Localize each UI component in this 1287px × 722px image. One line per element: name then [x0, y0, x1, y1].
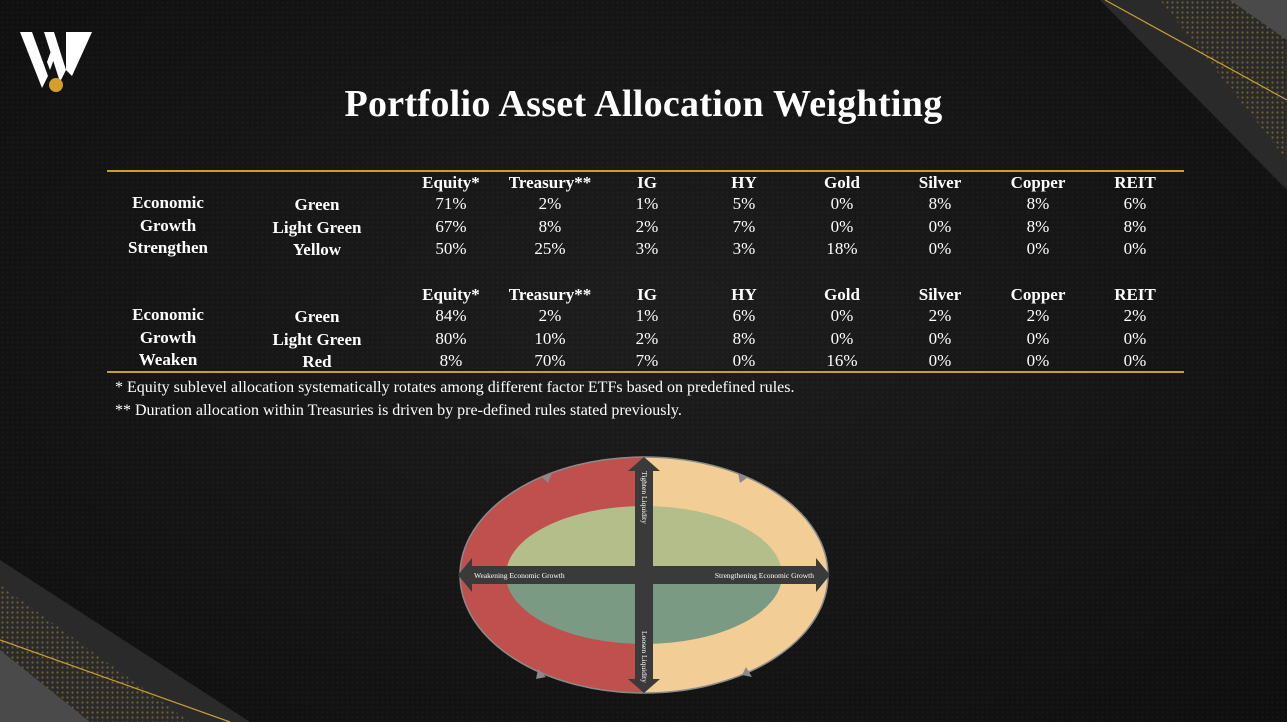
signal-label: Yellow [292, 240, 342, 259]
ring-arrow-topleft [542, 473, 552, 483]
allocation-cell: 8% [1026, 216, 1050, 236]
column-header: Treasury** [508, 285, 592, 304]
page-title: Portfolio Asset Allocation Weighting [344, 83, 943, 125]
signal-label: Green [294, 195, 340, 214]
growth-liquidity-diagram: Weakening Economic Growth Strengthening … [458, 456, 830, 694]
allocation-cell: 7% [635, 351, 659, 370]
column-header: Silver [918, 173, 962, 192]
allocation-cell: 0% [1123, 351, 1147, 370]
column-header: Copper [1010, 173, 1066, 192]
allocation-cell: 6% [732, 306, 756, 325]
column-header: HY [731, 285, 757, 304]
allocation-cell: 8% [439, 351, 463, 370]
allocation-cell: 84% [435, 306, 467, 325]
allocation-cell: 8% [732, 328, 756, 348]
allocation-cell: 8% [1026, 194, 1050, 213]
allocation-cell: 0% [1026, 328, 1050, 348]
allocation-cell: 2% [1026, 306, 1050, 325]
column-header: REIT [1114, 173, 1156, 192]
column-header: HY [731, 173, 757, 192]
allocation-cell: 0% [1026, 239, 1050, 258]
allocation-cell: 0% [830, 194, 854, 213]
table-top-rule [107, 170, 1184, 172]
column-header: IG [637, 285, 657, 304]
allocation-cell: 2% [1123, 306, 1147, 325]
column-header: Equity* [422, 285, 480, 304]
ring-arrow-bottomright [742, 667, 752, 677]
axis-arrow-right [816, 558, 830, 592]
allocation-cell: 7% [732, 216, 756, 236]
allocation-cell: 71% [435, 194, 467, 213]
signal-label: Light Green [272, 329, 362, 349]
allocation-cell: 3% [732, 239, 756, 258]
allocation-cell: 5% [732, 194, 756, 213]
bottom-left-corner-accent [0, 560, 250, 722]
top-right-corner-accent [1100, 0, 1287, 190]
axis-arrow-down [628, 679, 660, 693]
allocation-cell: 18% [826, 239, 858, 258]
allocation-cell: 2% [928, 306, 952, 325]
regime-label: Growth [139, 215, 197, 235]
footnote-treasury: ** Duration allocation within Treasuries… [115, 402, 682, 419]
allocation-cell: 0% [830, 328, 854, 348]
allocation-cell: 25% [534, 239, 566, 258]
regime-label: Economic [132, 305, 204, 324]
column-header: REIT [1114, 285, 1156, 304]
allocation-cell: 8% [1123, 216, 1147, 236]
regime-label: Economic [132, 193, 204, 212]
allocation-cell: 8% [928, 194, 952, 213]
column-header: Copper [1010, 285, 1066, 304]
axis-arrow-up [628, 457, 660, 471]
ring-arrow-bottomleft [536, 669, 546, 679]
column-header: Treasury** [508, 173, 592, 192]
regime-label: Growth [139, 327, 197, 347]
allocation-cell: 0% [1026, 351, 1050, 370]
table-bottom-rule [107, 371, 1184, 373]
allocation-cell: 2% [538, 306, 562, 325]
axis-arrow-left [458, 558, 472, 592]
allocation-cell: 10% [534, 328, 566, 348]
column-header: IG [637, 173, 657, 192]
column-header: Gold [824, 285, 860, 304]
signal-label: Light Green [272, 217, 362, 237]
allocation-cell: 50% [435, 239, 467, 258]
allocation-cell: 8% [538, 216, 562, 236]
allocation-cell: 0% [928, 216, 952, 236]
allocation-cell: 6% [1123, 194, 1147, 213]
strengthening-growth-label: Strengthening Economic Growth [715, 571, 814, 580]
signal-label: Green [294, 307, 340, 326]
allocation-cell: 2% [635, 216, 659, 236]
allocation-cell: 2% [538, 194, 562, 213]
column-header: Gold [824, 173, 860, 192]
footnote-equity: * Equity sublevel allocation systematica… [115, 379, 795, 396]
column-header: Silver [918, 285, 962, 304]
column-header: Equity* [422, 173, 480, 192]
tighten-liquidity-label: Tighten Liquidity [640, 471, 649, 524]
allocation-cell: 1% [635, 194, 659, 213]
allocation-cell: 0% [732, 351, 756, 370]
allocation-cell: 67% [435, 216, 467, 236]
allocation-cell: 0% [830, 306, 854, 325]
regime-label: Weaken [138, 350, 198, 369]
allocation-cell: 1% [635, 306, 659, 325]
allocation-cell: 0% [1123, 239, 1147, 258]
loosen-liquidity-label: Loosen Liquidity [640, 631, 649, 683]
regime-label: Strengthen [128, 238, 208, 257]
allocation-cell: 3% [635, 239, 659, 258]
allocation-cell: 16% [826, 351, 858, 370]
allocation-cell: 0% [928, 351, 952, 370]
allocation-cell: 0% [928, 328, 952, 348]
allocation-cell: 0% [1123, 328, 1147, 348]
horizontal-axis-bar [470, 566, 818, 584]
ring-arrow-topright [738, 473, 748, 483]
weakening-growth-label: Weakening Economic Growth [474, 571, 565, 580]
allocation-cell: 70% [534, 351, 566, 370]
signal-label: Red [302, 352, 332, 371]
allocation-cell: 0% [830, 216, 854, 236]
allocation-cell: 0% [928, 239, 952, 258]
allocation-cell: 80% [435, 328, 467, 348]
allocation-cell: 2% [635, 328, 659, 348]
w-monogram-logo [20, 32, 92, 92]
